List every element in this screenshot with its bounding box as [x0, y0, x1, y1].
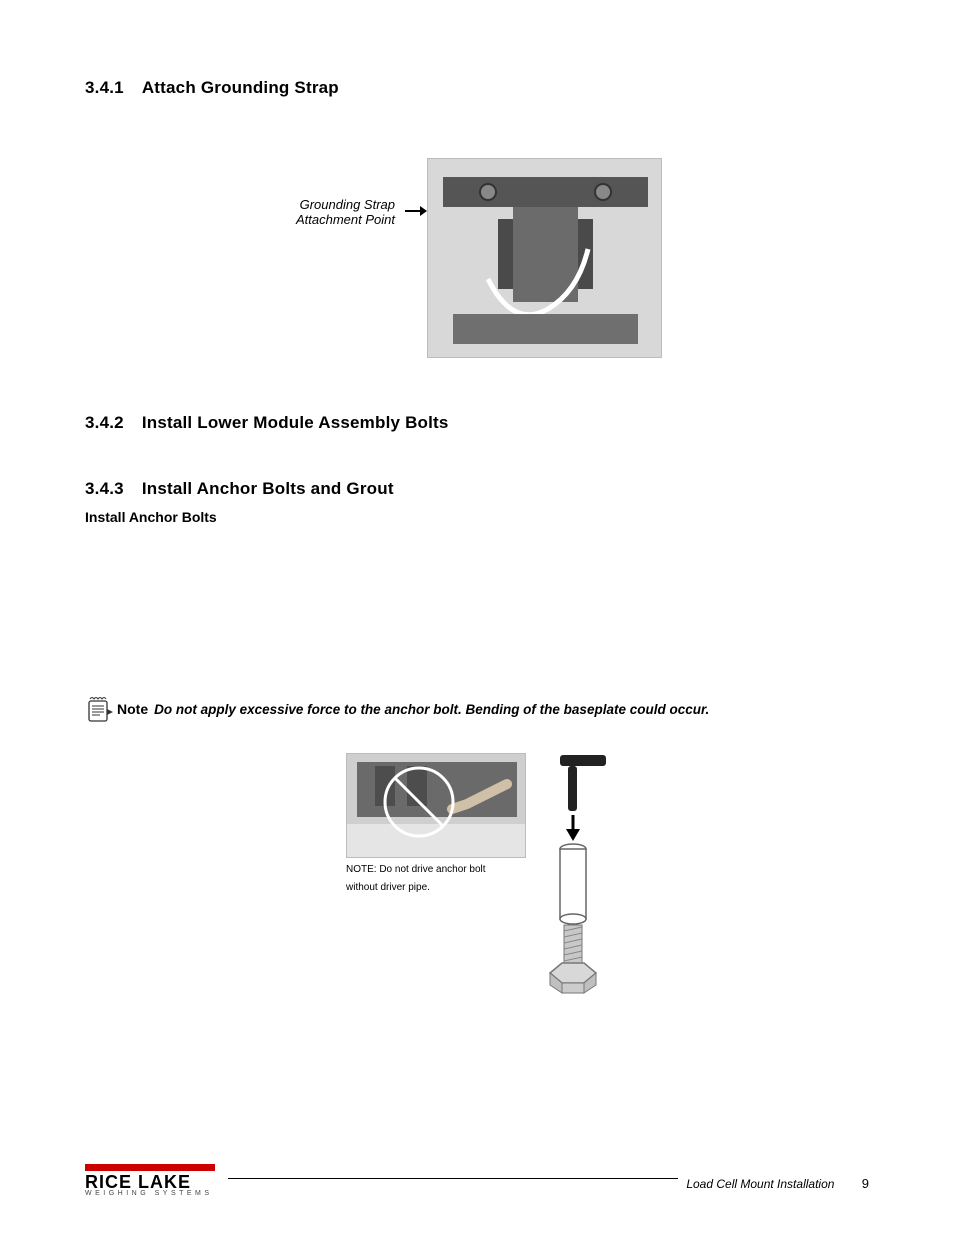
note-icon [85, 695, 113, 723]
note-block: Note Do not apply excessive force to the… [85, 695, 869, 723]
figure1-callout: Grounding Strap Attachment Point [85, 158, 405, 228]
footer-right: Load Cell Mount Installation 9 [686, 1176, 869, 1197]
heading-342-num: 3.4.2 [85, 413, 124, 433]
note-label: Note [117, 701, 148, 717]
heading-341-title: Attach Grounding Strap [142, 78, 339, 97]
figure2-note-line1: NOTE: Do not drive anchor bolt [346, 864, 526, 876]
page-footer: RICE LAKE WEIGHING SYSTEMS Load Cell Mou… [85, 1164, 869, 1197]
figure2-photo [346, 753, 526, 858]
logo-main-text: RICE LAKE [85, 1174, 220, 1190]
heading-343-num: 3.4.3 [85, 479, 124, 499]
footer-rule [228, 1178, 678, 1179]
heading-341-num: 3.4.1 [85, 78, 124, 98]
heading-343-title: Install Anchor Bolts and Grout [142, 479, 394, 498]
figure2-left: NOTE: Do not drive anchor bolt without d… [346, 753, 526, 894]
footer-page-number: 9 [862, 1176, 869, 1191]
figure1-photo [427, 158, 662, 358]
figure2-note-line2: without driver pipe. [346, 882, 526, 894]
figure2-diagram [538, 753, 608, 998]
heading-342-title: Install Lower Module Assembly Bolts [142, 413, 449, 432]
logo-sub-text: WEIGHING SYSTEMS [85, 1190, 220, 1197]
logo-redbar-icon [85, 1164, 215, 1171]
spacer [85, 439, 869, 479]
figure-grounding-strap: Grounding Strap Attachment Point [85, 158, 869, 358]
heading-343: 3.4.3 Install Anchor Bolts and Grout [85, 479, 869, 499]
figure1-callout-line2: Attachment Point [85, 213, 395, 228]
figure1-callout-line1: Grounding Strap [85, 198, 395, 213]
figure-anchor-bolt: NOTE: Do not drive anchor bolt without d… [85, 753, 869, 998]
footer-doc-title: Load Cell Mount Installation [686, 1177, 834, 1191]
heading-341: 3.4.1 Attach Grounding Strap [85, 78, 869, 98]
subheading-install-anchor-bolts: Install Anchor Bolts [85, 509, 869, 525]
page: 3.4.1 Attach Grounding Strap Grounding St… [0, 0, 954, 1235]
heading-342: 3.4.2 Install Lower Module Assembly Bolts [85, 413, 869, 433]
footer-logo: RICE LAKE WEIGHING SYSTEMS [85, 1164, 220, 1197]
callout-arrow-icon [405, 158, 427, 223]
note-text: Do not apply excessive force to the anch… [154, 702, 709, 717]
